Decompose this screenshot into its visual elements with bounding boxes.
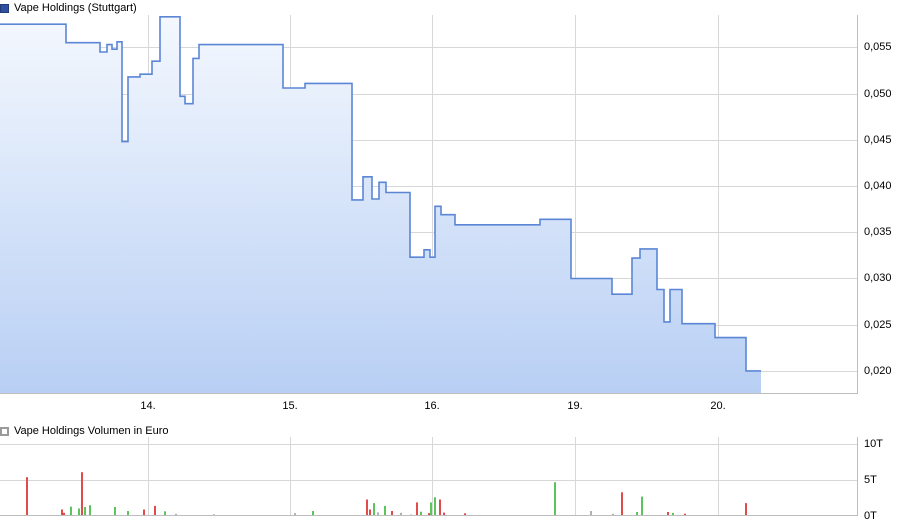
volume-bar bbox=[420, 511, 422, 516]
volume-bar bbox=[175, 513, 177, 516]
volume-bar bbox=[684, 513, 686, 516]
price-y-tick-label: 0,055 bbox=[864, 41, 892, 54]
volume-y-tick-label: 5T bbox=[864, 474, 877, 487]
price-series-legend-label: Vape Holdings (Stuttgart) bbox=[14, 1, 137, 14]
volume-bar bbox=[416, 502, 418, 516]
volume-y-tick-label: 10T bbox=[864, 438, 883, 451]
volume-bar bbox=[114, 507, 116, 516]
volume-bar bbox=[672, 512, 674, 516]
volume-bar bbox=[26, 477, 28, 516]
volume-gridlines bbox=[0, 437, 858, 516]
volume-bar bbox=[439, 499, 441, 516]
x-tick-label: 20. bbox=[710, 400, 726, 412]
volume-bar bbox=[154, 505, 156, 516]
volume-bar bbox=[294, 513, 296, 516]
volume-bar bbox=[641, 496, 643, 516]
volume-bar bbox=[636, 512, 638, 516]
price-y-tick-label: 0,045 bbox=[864, 133, 892, 146]
volume-bar bbox=[391, 511, 393, 516]
volume-bar-chart bbox=[0, 437, 858, 516]
volume-bar bbox=[428, 513, 430, 516]
volume-bar bbox=[312, 511, 314, 516]
outlined-square-icon bbox=[0, 426, 9, 436]
price-line bbox=[0, 16, 761, 372]
volume-bar bbox=[667, 512, 669, 516]
price-y-tick-label: 0,035 bbox=[864, 226, 892, 239]
volume-bar bbox=[127, 511, 129, 516]
volume-bar bbox=[745, 503, 747, 516]
volume-bar bbox=[78, 508, 80, 516]
filled-square-icon bbox=[0, 3, 9, 13]
volume-bar bbox=[164, 511, 166, 516]
volume-bar bbox=[590, 511, 592, 516]
price-y-tick-label: 0,020 bbox=[864, 364, 892, 377]
volume-bar bbox=[621, 492, 623, 516]
x-tick-label: 19. bbox=[567, 400, 583, 412]
volume-bar bbox=[70, 506, 72, 516]
volume-bar bbox=[430, 502, 432, 516]
volume-bar bbox=[400, 512, 402, 516]
volume-bar bbox=[81, 472, 83, 516]
volume-bar bbox=[384, 505, 386, 516]
volume-bar bbox=[373, 503, 375, 516]
volume-bar bbox=[377, 512, 379, 516]
price-y-tick-label: 0,025 bbox=[864, 318, 892, 331]
volume-series-legend-label: Vape Holdings Volumen in Euro bbox=[14, 424, 169, 437]
price-area-chart bbox=[0, 15, 858, 394]
volume-bar bbox=[84, 507, 86, 516]
price-y-tick-label: 0,040 bbox=[864, 180, 892, 192]
x-tick-label: 14. bbox=[140, 400, 156, 412]
volume-bar bbox=[369, 509, 371, 516]
volume-bar bbox=[61, 509, 63, 516]
volume-bar bbox=[443, 512, 445, 516]
volume-bar bbox=[464, 513, 466, 516]
volume-chart-panel bbox=[0, 437, 858, 516]
volume-bar bbox=[63, 512, 65, 516]
volume-bars bbox=[26, 472, 747, 516]
volume-bar bbox=[89, 505, 91, 516]
volume-bar bbox=[143, 509, 145, 516]
price-series-legend[interactable]: Vape Holdings (Stuttgart) bbox=[0, 1, 137, 15]
volume-y-tick-label: 0T bbox=[864, 510, 877, 522]
price-area-fill bbox=[0, 16, 761, 394]
volume-bar bbox=[434, 497, 436, 516]
price-y-tick-label: 0,050 bbox=[864, 87, 892, 100]
volume-bar bbox=[612, 513, 614, 516]
volume-bar bbox=[554, 482, 556, 516]
x-tick-label: 15. bbox=[282, 400, 298, 412]
volume-series-legend[interactable]: Vape Holdings Volumen in Euro bbox=[0, 424, 169, 438]
price-y-tick-label: 0,030 bbox=[864, 272, 892, 285]
volume-bar bbox=[366, 499, 368, 516]
x-tick-label: 16. bbox=[424, 400, 440, 412]
price-chart-panel bbox=[0, 15, 858, 394]
